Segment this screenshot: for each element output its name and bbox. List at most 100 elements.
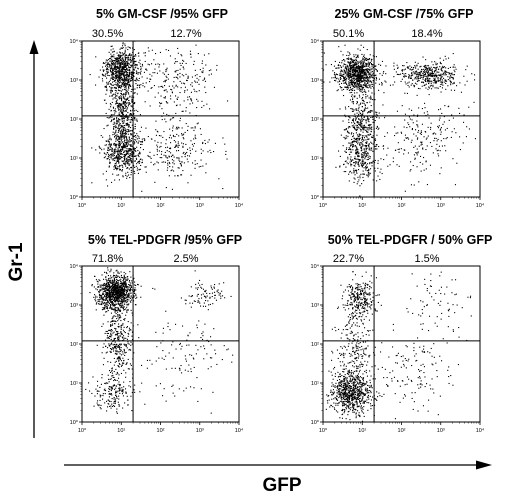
event-dot (408, 81, 410, 83)
event-dot (438, 109, 440, 111)
event-dot (176, 150, 178, 152)
event-dot (366, 49, 368, 51)
event-dot (355, 63, 357, 65)
event-dot (187, 182, 189, 184)
event-dot (344, 138, 346, 140)
event-dot (368, 111, 370, 113)
event-dot (101, 284, 103, 286)
event-dot (127, 163, 129, 165)
event-dot (145, 171, 147, 173)
event-dot (356, 71, 358, 73)
event-dot (426, 111, 428, 113)
event-dot (431, 74, 433, 76)
event-dot (122, 54, 124, 56)
event-dot (367, 87, 369, 89)
event-dot (360, 79, 362, 81)
event-dot (106, 287, 108, 289)
event-dot (436, 143, 438, 145)
event-dot (118, 61, 120, 63)
event-dot (358, 77, 360, 79)
event-dot (435, 82, 437, 84)
event-dot (402, 69, 404, 71)
event-dot (364, 104, 366, 106)
event-dot (115, 60, 117, 62)
event-dot (119, 137, 121, 139)
event-dot (343, 95, 345, 97)
event-dot (123, 143, 125, 145)
event-dot (411, 129, 413, 131)
event-dot (338, 64, 340, 66)
event-dot (356, 63, 358, 65)
event-dot (182, 143, 184, 145)
event-dot (348, 73, 350, 75)
event-dot (349, 171, 351, 173)
event-dot (115, 293, 117, 295)
event-dot (364, 90, 366, 92)
event-dot (126, 151, 128, 153)
event-dot (129, 96, 131, 98)
event-dot (124, 49, 126, 51)
event-dot (359, 177, 361, 179)
event-dot (127, 63, 129, 65)
event-dot (434, 87, 436, 89)
event-dot (443, 77, 445, 79)
event-dot (130, 171, 132, 173)
event-dot (362, 126, 364, 128)
event-dot (134, 119, 136, 121)
event-dot (112, 77, 114, 79)
event-dot (364, 154, 366, 156)
event-dot (123, 107, 125, 109)
event-dot (367, 138, 369, 140)
event-dot (168, 151, 170, 153)
event-dot (114, 66, 116, 68)
event-dot (428, 83, 430, 85)
event-dot (364, 72, 366, 74)
event-dot (355, 130, 357, 132)
event-dot (118, 174, 120, 176)
event-dot (136, 120, 138, 122)
event-dot (118, 138, 120, 140)
event-dot (136, 133, 138, 135)
event-dot (119, 74, 121, 76)
event-dot (138, 77, 140, 79)
event-dot (125, 130, 127, 132)
event-dot (117, 70, 119, 72)
event-dot (118, 105, 120, 107)
event-dot (353, 74, 355, 76)
event-dot (421, 70, 423, 72)
event-dot (141, 138, 143, 140)
event-dot (127, 105, 129, 107)
event-dot (405, 73, 407, 75)
event-dot (409, 68, 411, 70)
event-dot (414, 157, 416, 159)
event-dot (115, 101, 117, 103)
event-dot (351, 69, 353, 71)
event-dot (131, 100, 133, 102)
event-dot (357, 83, 359, 85)
event-dot (104, 271, 106, 273)
event-dot (113, 126, 115, 128)
event-dot (187, 76, 189, 78)
event-dot (177, 47, 179, 49)
event-dot (178, 159, 180, 161)
event-dot (118, 104, 120, 106)
event-dot (117, 84, 119, 86)
event-dot (114, 80, 116, 82)
event-dot (175, 141, 177, 143)
event-dot (116, 134, 118, 136)
event-dot (348, 83, 350, 85)
event-dot (436, 87, 438, 89)
event-dot (348, 55, 350, 57)
event-dot (136, 79, 138, 81)
event-dot (138, 162, 140, 164)
event-dot (355, 117, 357, 119)
event-dot (465, 69, 467, 71)
event-dot (365, 63, 367, 65)
event-dot (121, 107, 123, 109)
event-dot (424, 74, 426, 76)
event-dot (354, 163, 356, 165)
event-dot (381, 83, 383, 85)
event-dot (131, 155, 133, 157)
event-dot (438, 68, 440, 70)
event-dot (429, 87, 431, 89)
